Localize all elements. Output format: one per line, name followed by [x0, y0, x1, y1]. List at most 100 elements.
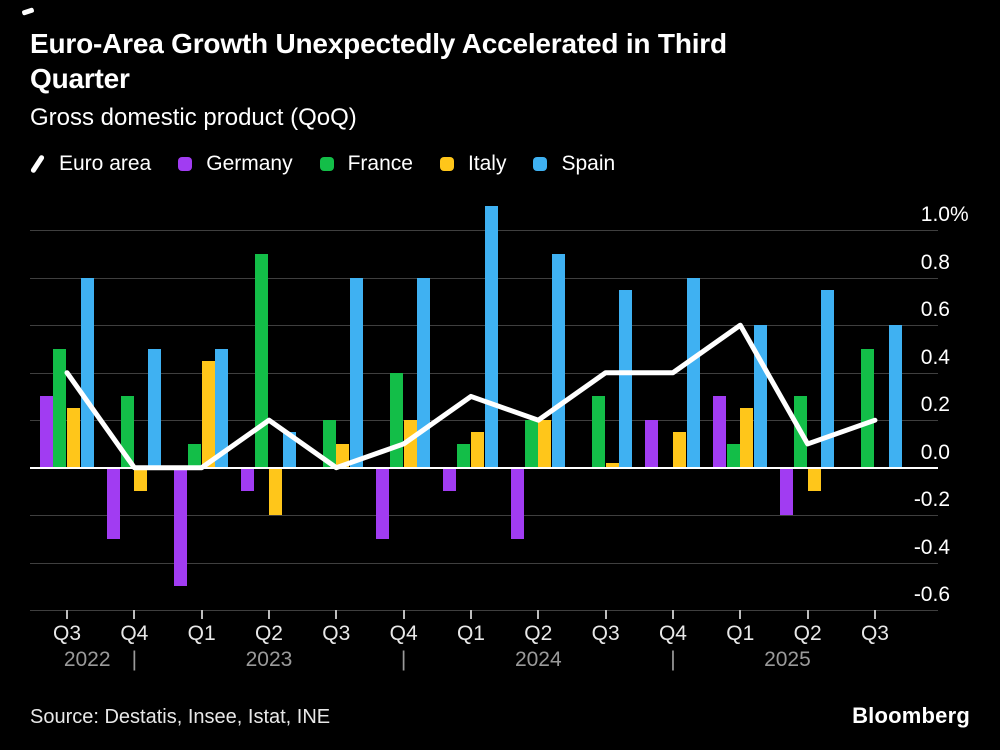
- euro-area-line: [64, 322, 878, 471]
- gridline: [30, 420, 938, 422]
- x-axis-quarter-label: Q4: [120, 622, 149, 645]
- source-note: Source: Destatis, Insee, Istat, INE: [30, 706, 331, 728]
- bar-france-q3-2025: [861, 348, 875, 468]
- bar-spain-q2-2023: [282, 432, 296, 468]
- chart-subtitle: Gross domestic product (QoQ): [30, 104, 357, 131]
- x-axis-quarter-label: Q3: [591, 622, 620, 645]
- zero-axis-line: [30, 466, 938, 469]
- legend-label: Italy: [467, 152, 507, 175]
- bar-italy-q3-2024: [605, 462, 619, 468]
- plot-area: [30, 195, 938, 612]
- bar-germany-q2-2024: [510, 467, 524, 539]
- gridline: [30, 325, 938, 327]
- chart-legend: Euro area Germany France Italy Spain: [29, 152, 615, 176]
- bar-italy-q4-2024: [672, 432, 686, 468]
- line-slash-icon: [29, 154, 46, 174]
- x-axis-tick: [133, 610, 136, 619]
- bar-italy-q3-2022: [67, 408, 80, 468]
- legend-label: Spain: [561, 152, 616, 175]
- x-axis-tick: [537, 610, 540, 619]
- x-axis-tick: [469, 610, 472, 619]
- bar-france-q1-2024: [457, 443, 471, 468]
- bar-spain-q3-2023: [350, 277, 364, 468]
- x-axis-tick: [806, 610, 809, 619]
- x-axis-tick: [873, 610, 876, 619]
- gridline: [30, 230, 938, 232]
- legend-item-spain: Spain: [533, 152, 615, 176]
- bar-france-q2-2023: [255, 253, 269, 468]
- bar-spain-q3-2024: [619, 289, 633, 468]
- bar-france-q3-2022: [53, 348, 67, 468]
- bar-spain-q2-2025: [821, 289, 835, 468]
- swatch-icon: [533, 157, 548, 171]
- y-axis-label: 0.2: [920, 393, 950, 417]
- legend-item-france: France: [319, 152, 413, 176]
- y-axis-label: 0.8: [920, 250, 950, 274]
- corner-mark: [21, 7, 35, 16]
- bloomberg-logo: Bloomberg: [852, 703, 970, 728]
- bar-germany-q2-2025: [780, 467, 794, 516]
- bar-germany-q4-2024: [645, 420, 659, 468]
- bar-spain-q4-2023: [417, 277, 431, 468]
- bar-italy-q2-2023: [268, 467, 282, 516]
- x-axis-quarter-label: Q3: [860, 622, 889, 645]
- gridline: [30, 610, 938, 612]
- x-axis-quarter-label: Q3: [52, 622, 81, 645]
- bar-france-q1-2023: [187, 443, 201, 468]
- x-axis-tick: [604, 610, 607, 619]
- bar-italy-q2-2024: [538, 420, 552, 468]
- bar-spain-q3-2025: [888, 325, 902, 468]
- swatch-icon: [319, 157, 334, 171]
- bar-france-q2-2024: [524, 420, 538, 468]
- bar-germany-q2-2023: [241, 467, 255, 492]
- bar-italy-q1-2025: [740, 408, 754, 468]
- y-axis-label: -0.4: [913, 535, 950, 559]
- year-separator: |: [400, 648, 407, 671]
- bar-germany-q3-2022: [39, 396, 53, 468]
- x-axis-quarter-label: Q1: [456, 622, 485, 645]
- bar-spain-q4-2022: [148, 348, 162, 468]
- bar-italy-q1-2024: [470, 432, 484, 468]
- y-axis-label: 1.0%: [920, 203, 969, 227]
- y-axis-label: 0.4: [920, 345, 950, 369]
- bar-germany-q1-2025: [712, 396, 726, 468]
- bar-italy-q4-2023: [403, 420, 417, 468]
- x-axis-quarter-label: Q3: [322, 622, 351, 645]
- bar-germany-q4-2022: [106, 467, 120, 539]
- x-axis-quarter-label: Q2: [793, 622, 822, 645]
- x-axis-quarter-label: Q4: [658, 622, 687, 645]
- legend-item-italy: Italy: [439, 152, 507, 176]
- legend-item-euro-area: Euro area: [29, 152, 151, 176]
- x-axis-year-label: 2023: [245, 648, 293, 671]
- swatch-icon: [178, 157, 193, 171]
- x-axis-year-label: 2025: [764, 648, 811, 671]
- bar-italy-q1-2023: [201, 360, 215, 468]
- x-axis-quarter-label: Q1: [187, 622, 216, 645]
- legend-label: Germany: [206, 152, 293, 175]
- bar-france-q3-2024: [591, 396, 605, 468]
- bar-germany-q4-2023: [376, 467, 390, 539]
- x-axis-year-label: 2022: [63, 648, 111, 671]
- x-axis-tick: [66, 610, 68, 619]
- y-axis-label: -0.2: [913, 488, 950, 512]
- bar-spain-q1-2023: [215, 348, 229, 468]
- x-axis-quarter-label: Q2: [524, 622, 553, 645]
- chart-title: Euro-Area Growth Unexpectedly Accelerate…: [30, 28, 727, 94]
- bar-spain-q3-2022: [80, 277, 94, 468]
- bar-germany-q1-2023: [174, 467, 188, 587]
- x-axis-quarter-label: Q2: [254, 622, 283, 645]
- x-axis-year-label: 2024: [514, 648, 562, 671]
- legend-label: France: [347, 152, 413, 175]
- bar-spain-q2-2024: [552, 253, 566, 468]
- legend-item-germany: Germany: [178, 152, 293, 176]
- year-separator: |: [670, 648, 676, 671]
- year-separator: |: [131, 648, 138, 671]
- x-axis-tick: [739, 610, 742, 619]
- x-axis-tick: [267, 610, 270, 619]
- x-axis-tick: [402, 610, 405, 619]
- bar-france-q1-2025: [726, 443, 740, 468]
- y-axis-label: 0.6: [920, 298, 950, 322]
- gridline: [30, 277, 938, 279]
- y-axis-label: 0.0: [920, 440, 950, 464]
